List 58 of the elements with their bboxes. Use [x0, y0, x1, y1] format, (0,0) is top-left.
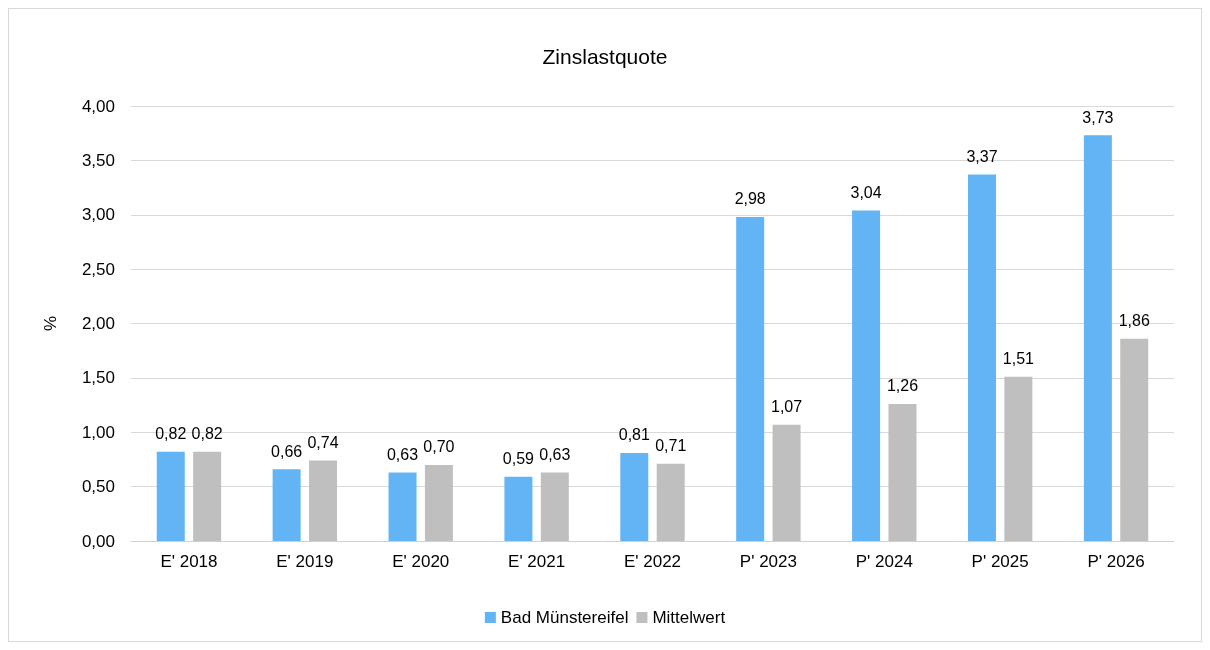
- bar: [1083, 135, 1112, 541]
- data-label: 1,51: [1002, 350, 1035, 368]
- data-label: 1,07: [771, 398, 803, 416]
- x-tick-label: E' 2019: [276, 552, 334, 571]
- data-label: 0,59: [502, 450, 535, 468]
- bar: [656, 463, 685, 541]
- legend-label: Mittelwert: [652, 608, 726, 627]
- x-tick-label: E' 2020: [392, 552, 450, 571]
- bar: [388, 472, 417, 541]
- data-label: 0,82: [155, 425, 187, 443]
- bar: [156, 451, 185, 541]
- bar: [193, 451, 222, 541]
- bar: [888, 403, 917, 541]
- bar: [852, 210, 881, 541]
- x-tick-label: P' 2025: [971, 552, 1029, 571]
- data-label: 3,37: [966, 148, 998, 166]
- y-tick-label: 1,00: [81, 422, 115, 442]
- x-tick-label: P' 2023: [739, 552, 797, 571]
- data-label: 0,82: [191, 425, 223, 443]
- data-label: 1,86: [1118, 312, 1150, 330]
- x-tick-label: P' 2026: [1087, 552, 1145, 571]
- bar: [272, 469, 301, 541]
- bar: [309, 460, 338, 541]
- bar: [772, 424, 801, 541]
- bar: [504, 476, 533, 541]
- bar: [620, 452, 649, 541]
- bar: [736, 216, 765, 541]
- x-tick-label: E' 2018: [160, 552, 218, 571]
- y-tick-label: 2,00: [81, 314, 115, 333]
- y-tick-label: 3,50: [81, 150, 115, 170]
- data-label: 2,98: [734, 190, 766, 208]
- data-label: 0,63: [386, 445, 419, 463]
- y-tick-label: 0,50: [81, 477, 115, 497]
- y-tick-label: 1,50: [81, 368, 115, 388]
- x-tick-label: E' 2022: [623, 552, 682, 571]
- bar: [540, 472, 569, 541]
- data-label: 3,73: [1082, 108, 1114, 126]
- data-label: 0,66: [271, 442, 303, 460]
- data-label: 0,70: [423, 438, 455, 456]
- y-tick-label: 3,00: [81, 205, 115, 225]
- bar: [967, 174, 996, 541]
- data-label: 3,04: [850, 183, 882, 201]
- x-tick-label: E' 2021: [508, 552, 566, 571]
- bar: [1004, 376, 1033, 541]
- data-label: 1,26: [886, 377, 919, 395]
- chart-title: Zinslastquote: [542, 45, 668, 68]
- bar: [424, 464, 453, 541]
- data-label: 0,71: [655, 437, 687, 455]
- data-label: 0,81: [618, 426, 650, 444]
- data-label: 0,74: [307, 434, 339, 452]
- x-tick-label: P' 2024: [855, 552, 913, 571]
- y-tick-label: 0,00: [81, 531, 115, 551]
- y-tick-label: 2,50: [81, 259, 115, 279]
- y-axis-title: %: [41, 315, 60, 332]
- bar: [1120, 338, 1149, 541]
- y-tick-label: 4,00: [81, 96, 115, 116]
- data-label: 0,63: [539, 445, 571, 463]
- legend-label: Bad Münstereifel: [500, 608, 629, 627]
